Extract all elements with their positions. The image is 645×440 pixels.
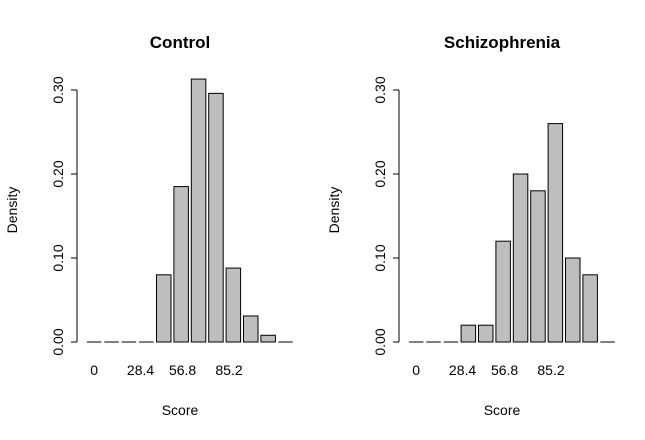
bar	[495, 240, 511, 343]
bar	[582, 274, 598, 343]
bar	[225, 267, 242, 343]
x-tick-label: 28.4	[449, 362, 476, 378]
bar	[478, 324, 494, 343]
bar	[243, 315, 259, 343]
x-tick-label: 28.4	[127, 362, 154, 378]
y-axis-label: Density	[326, 187, 342, 234]
y-tick-label: 0.00	[50, 328, 66, 355]
bar	[208, 92, 224, 343]
chart-title: Control	[150, 33, 210, 52]
x-axis-label: Score	[484, 402, 521, 418]
bar	[460, 324, 477, 343]
y-tick-label: 0.10	[50, 244, 66, 271]
bar	[512, 173, 529, 343]
y-tick-label: 0.00	[372, 328, 388, 355]
bar	[530, 190, 546, 343]
x-tick-label: 0	[412, 362, 420, 378]
panel-control: Control 0.00 0.10 0.20 0.30 Density 0 28.4 56.8 8…	[4, 33, 293, 418]
y-tick-label: 0.20	[50, 160, 66, 187]
x-axis-label: Score	[162, 402, 199, 418]
x-tick-label: 85.2	[215, 362, 242, 378]
bar	[547, 123, 564, 343]
x-tick-label: 56.8	[491, 362, 518, 378]
y-tick-label: 0.20	[372, 160, 388, 187]
panel-schizophrenia: Schizophrenia 0.00 0.10 0.20 0.30 Density 0 28.…	[326, 33, 615, 418]
bar	[565, 257, 581, 343]
x-tick-label: 0	[90, 362, 98, 378]
x-tick-label: 56.8	[169, 362, 196, 378]
bar	[156, 274, 172, 343]
y-axis-label: Density	[4, 187, 20, 234]
bar	[190, 78, 207, 343]
y-tick-label: 0.30	[372, 76, 388, 103]
bar	[173, 186, 189, 343]
x-tick-label: 85.2	[537, 362, 564, 378]
y-tick-label: 0.30	[50, 76, 66, 103]
y-tick-label: 0.10	[372, 244, 388, 271]
chart-title: Schizophrenia	[444, 33, 561, 52]
bar	[260, 334, 276, 343]
